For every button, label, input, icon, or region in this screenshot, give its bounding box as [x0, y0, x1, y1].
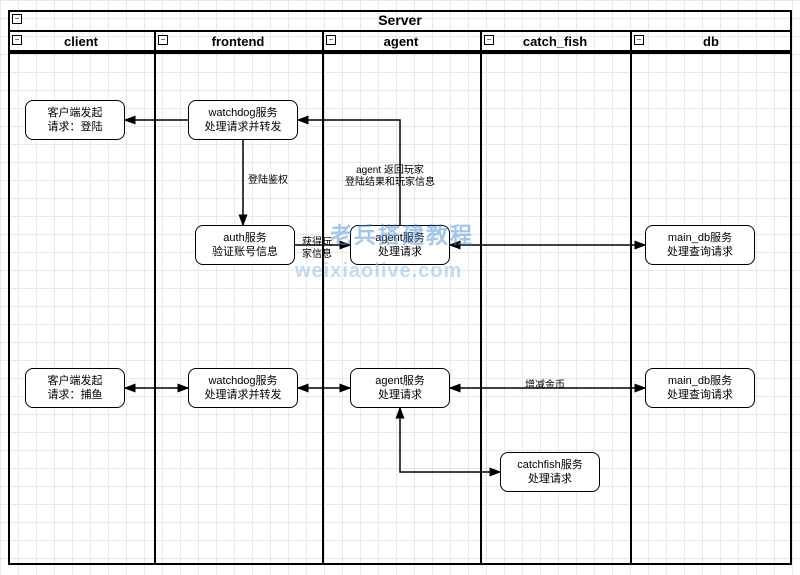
- node-maindb2: main_db服务处理查询请求: [645, 368, 755, 408]
- edge-label: 获得玩家信息: [302, 237, 332, 261]
- swimlane-header-frontend: frontend: [154, 30, 322, 52]
- swimlane-header-catch_fish: catch_fish: [480, 30, 630, 52]
- collapse-icon[interactable]: [634, 35, 644, 45]
- node-client_fish: 客户端发起请求：捕鱼: [25, 368, 125, 408]
- swimlane-divider: [480, 30, 482, 565]
- watermark: weixiaolive.com: [295, 260, 462, 283]
- node-watchdog1: watchdog服务处理请求并转发: [188, 100, 298, 140]
- node-watchdog2: watchdog服务处理请求并转发: [188, 368, 298, 408]
- node-catchfish: catchfish服务处理请求: [500, 452, 600, 492]
- watermark: 老兵搭建教程: [330, 218, 474, 250]
- collapse-icon[interactable]: [12, 14, 22, 24]
- collapse-icon[interactable]: [158, 35, 168, 45]
- collapse-icon[interactable]: [12, 35, 22, 45]
- edge-label: 增减金币: [525, 380, 565, 392]
- node-maindb1: main_db服务处理查询请求: [645, 225, 755, 265]
- header-divider: [8, 52, 792, 54]
- edge-label: agent 返回玩家登陆结果和玩家信息: [345, 165, 435, 189]
- node-auth: auth服务验证账号信息: [195, 225, 295, 265]
- swimlane-divider: [322, 30, 324, 565]
- collapse-icon[interactable]: [484, 35, 494, 45]
- collapse-icon[interactable]: [326, 35, 336, 45]
- swimlane-divider: [154, 30, 156, 565]
- swimlane-header-agent: agent: [322, 30, 480, 52]
- server-title: Server: [8, 12, 792, 28]
- node-client_login: 客户端发起请求：登陆: [25, 100, 125, 140]
- swimlane-header-db: db: [630, 30, 792, 52]
- edge-label: 登陆鉴权: [248, 175, 288, 187]
- swimlane-divider: [630, 30, 632, 565]
- node-agent2: agent服务处理请求: [350, 368, 450, 408]
- swimlane-header-client: client: [8, 30, 154, 52]
- diagram-canvas: Server clientfrontendagentcatch_fishdb 客…: [0, 0, 800, 575]
- server-container: [8, 10, 792, 565]
